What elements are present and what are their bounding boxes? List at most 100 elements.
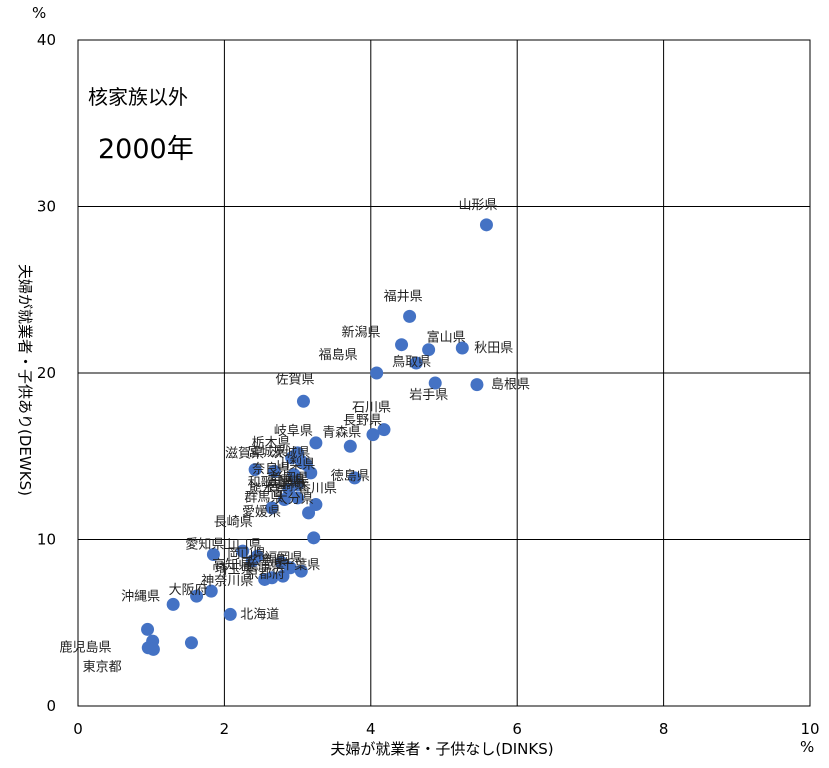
data-point-label: 長崎県 (214, 515, 253, 530)
data-point (166, 597, 180, 611)
data-point-label: 福岡県 (264, 551, 303, 566)
data-point (258, 572, 272, 586)
data-point-label: 岩手県 (409, 388, 448, 403)
data-point (395, 338, 409, 352)
data-point (302, 506, 316, 520)
data-point (422, 343, 436, 357)
data-point-label: 福井県 (384, 289, 423, 304)
data-point (304, 466, 318, 480)
data-point-label: 静岡県 (270, 472, 309, 487)
data-point (294, 564, 308, 578)
x-tick-label: 10 (800, 720, 819, 738)
data-point-label: 香川県 (298, 482, 337, 497)
data-point (348, 471, 362, 485)
data-point (236, 544, 250, 558)
data-points (141, 218, 493, 656)
data-point-label: 三重県 (267, 473, 306, 489)
data-point-label: 鳥取県 (392, 355, 431, 370)
annotation-year: 2000年 (98, 134, 194, 165)
data-point-label: 東京都 (83, 659, 122, 675)
data-point (223, 607, 237, 621)
data-point-label: 富山県 (427, 330, 466, 346)
data-point-label: 北海道 (240, 607, 279, 622)
data-point-label: 石川県 (352, 401, 391, 416)
x-axis-label: 夫婦が就業者・子供なし(DINKS) (330, 740, 553, 758)
data-point (370, 366, 384, 380)
y-tick-label: 30 (37, 198, 56, 216)
data-point-label: 和歌山県 (248, 476, 300, 491)
data-point-label: 神奈川県 (201, 574, 253, 589)
y-tick-label: 40 (37, 31, 56, 49)
x-axis-ticks: 0 2 4 6 8 10 (73, 720, 819, 738)
data-point (403, 309, 417, 323)
data-point-label: 兵庫県 (245, 559, 284, 574)
data-point-label: 山梨県 (276, 458, 315, 473)
data-point-label: 鹿児島県 (60, 639, 112, 655)
data-point-label: 島根県 (491, 378, 530, 393)
data-point (277, 493, 291, 507)
data-point-label: 愛知県 (185, 536, 224, 552)
data-point (141, 622, 155, 636)
data-point (343, 439, 357, 453)
data-point (377, 423, 391, 437)
data-point (287, 468, 301, 482)
data-point-label: 千葉県 (281, 558, 320, 573)
data-point (282, 483, 296, 497)
data-point (267, 464, 281, 478)
data-point-label: 埼玉県 (215, 562, 254, 577)
data-point (184, 636, 198, 650)
data-point-label: 滋賀県 (225, 447, 264, 462)
data-point (146, 642, 160, 656)
y-axis-label: 夫婦が就業者・子供あり(DEWKS) (16, 264, 34, 496)
x-tick-label: 6 (512, 720, 522, 738)
data-point-label: 宮城県 (248, 444, 287, 460)
data-point (479, 218, 493, 232)
data-point (245, 554, 259, 568)
data-point (455, 341, 469, 355)
data-point (366, 428, 380, 442)
y-tick-label: 10 (37, 531, 56, 549)
data-point (307, 531, 321, 545)
data-point-label: 岡山県 (227, 547, 266, 562)
data-point-label: 山口県 (223, 538, 262, 553)
data-point-label: 山形県 (458, 198, 497, 213)
data-point (296, 394, 310, 408)
annotation-title: 核家族以外 (88, 85, 188, 109)
y-unit-label: % (32, 4, 46, 22)
x-tick-label: 0 (73, 720, 83, 738)
data-point-label: 秋田県 (474, 341, 513, 356)
data-point-label: 奈良県 (252, 461, 291, 477)
plot-border (77, 39, 811, 707)
data-point-label: 沖縄県 (121, 589, 160, 604)
data-point-label: 高知県 (212, 557, 251, 573)
data-point (291, 491, 305, 505)
data-point-label: 新潟県 (342, 325, 381, 341)
x-unit-label: % (800, 738, 814, 756)
data-point (190, 589, 204, 603)
data-point (309, 436, 323, 450)
data-point-label: 佐賀県 (275, 372, 314, 387)
data-point-label: 広島県 (247, 554, 286, 569)
data-point-label: 栃木県 (252, 436, 291, 451)
y-tick-label: 20 (37, 364, 56, 382)
data-point (470, 378, 484, 392)
data-point-label: 青森県 (322, 425, 361, 440)
data-point-label: 茨城県 (271, 446, 310, 461)
data-point-label: 群馬県 (244, 491, 283, 506)
x-tick-label: 2 (220, 720, 230, 738)
data-point-label: 大分県 (275, 492, 314, 507)
y-tick-label: 0 (46, 697, 56, 715)
data-point (283, 561, 297, 575)
x-tick-label: 8 (659, 720, 669, 738)
x-tick-label: 4 (366, 720, 376, 738)
data-point-label: 徳島県 (331, 469, 370, 484)
data-point-labels: 山形県福井県新潟県 富山県秋田県 福島県 鳥取県島根県岩手県 佐賀県石川県長野県岐阜県青… (60, 198, 530, 675)
data-point-label: 長野県 (343, 414, 382, 429)
data-point (409, 356, 423, 370)
data-point (309, 498, 323, 512)
data-point (265, 501, 279, 515)
y-axis-ticks: 0 10 20 30 40 (37, 31, 56, 715)
data-point (206, 547, 220, 561)
data-point-label: 大阪府 (169, 583, 208, 598)
